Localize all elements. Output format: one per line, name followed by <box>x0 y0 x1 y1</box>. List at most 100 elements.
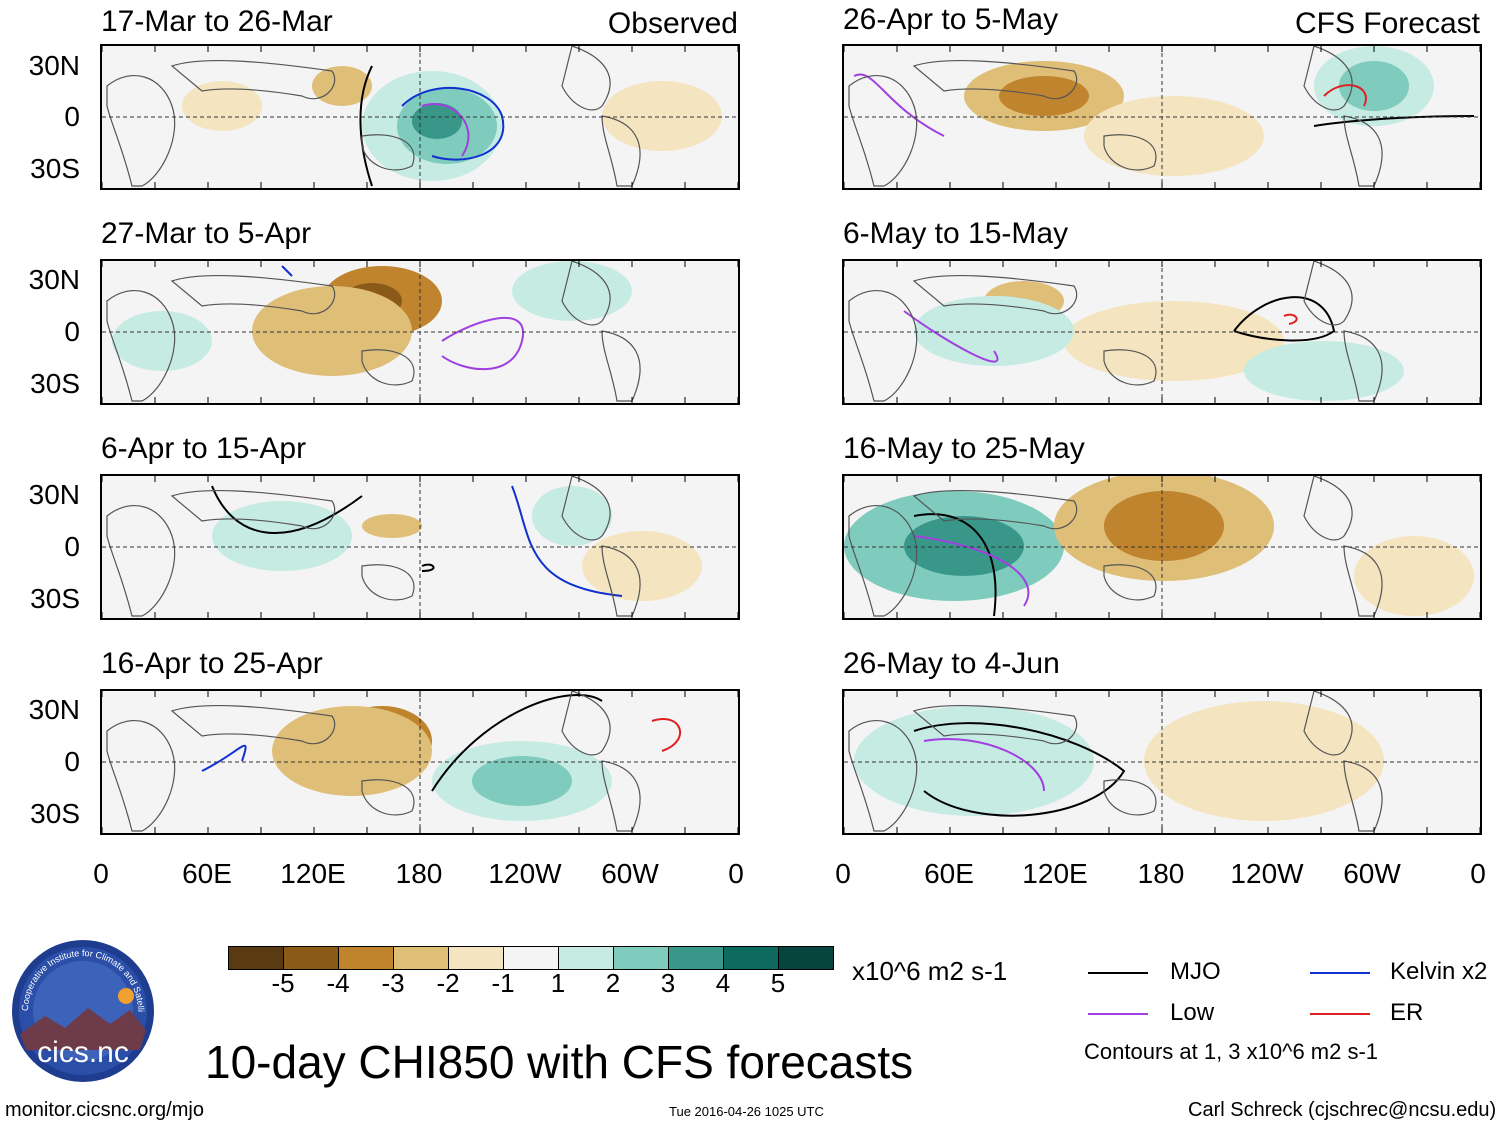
coastline <box>561 691 611 756</box>
wave-contour <box>913 513 997 617</box>
cics-logo: Cooperative Institute for Climate and Sa… <box>10 938 154 1082</box>
cfs-forecast-label: CFS Forecast <box>1294 7 1480 40</box>
anomaly-shading <box>1104 491 1224 561</box>
colorbar-segment <box>228 946 284 970</box>
colorbar-label: -3 <box>381 968 405 998</box>
colorbar-segment <box>448 946 504 970</box>
footer-url: monitor.cicsnc.org/mjo <box>5 1099 204 1121</box>
anomaly-shading <box>532 486 612 546</box>
colorbar-label: -2 <box>436 968 460 998</box>
anomaly-shading <box>272 706 432 796</box>
coastline <box>361 134 415 171</box>
coastline <box>1303 691 1353 756</box>
y-tick-0: 0 <box>64 531 80 562</box>
panel-title-4: 16-Apr to 25-Apr <box>101 647 323 680</box>
map-svg <box>102 46 738 188</box>
colorbar-units: x10^6 m2 s-1 <box>852 956 1008 986</box>
low-legend-label: Low <box>1170 999 1215 1026</box>
colorbar-label: 4 <box>715 968 731 998</box>
x-tick: 0 <box>835 858 851 889</box>
wave-contour <box>1313 115 1475 127</box>
main-title: 10-day CHI850 with CFS forecasts <box>205 1036 914 1088</box>
y-tick-30n: 30N <box>28 479 80 510</box>
footer-timestamp: Tue 2016-04-26 1025 UTC <box>669 1104 824 1119</box>
mjo-legend-label: MJO <box>1170 958 1221 985</box>
y-tick-30n: 30N <box>28 50 80 81</box>
x-tick: 180 <box>1137 858 1185 889</box>
wave-contour <box>913 535 1030 607</box>
map-panel-3 <box>100 474 740 620</box>
wave-contour <box>853 73 945 137</box>
coastline <box>170 704 336 745</box>
anomaly-shading <box>512 261 632 321</box>
wave-contour <box>401 86 505 161</box>
anomaly-shading <box>1354 536 1474 616</box>
wave-contour <box>511 485 623 597</box>
colorbar-label: -1 <box>491 968 515 998</box>
y-tick-30n: 30N <box>28 694 80 725</box>
wave-contour <box>903 310 999 363</box>
coastline <box>1303 476 1353 541</box>
anomaly-shading <box>602 81 722 151</box>
coastline <box>848 505 918 617</box>
panel-title-2: 27-Mar to 5-Apr <box>101 217 312 250</box>
y-tick-30s: 30S <box>30 798 80 829</box>
anomaly-shading <box>1064 301 1284 381</box>
x-tick: 120W <box>488 858 562 889</box>
er-legend-line <box>1310 1013 1370 1015</box>
x-tick: 0 <box>1470 858 1486 889</box>
panel-title-8: 26-May to 4-Jun <box>843 647 1060 680</box>
x-tick: 120E <box>1022 858 1088 889</box>
map-svg <box>844 261 1480 403</box>
anomaly-shading <box>252 286 412 376</box>
map-panel-5 <box>842 44 1482 190</box>
anomaly-shading <box>914 296 1074 366</box>
coastline <box>561 476 611 541</box>
anomaly-shading <box>112 311 212 371</box>
anomaly-shading <box>362 514 422 538</box>
y-tick-0: 0 <box>64 101 80 132</box>
coastline <box>561 261 611 326</box>
anomaly-shading <box>412 103 462 139</box>
coastline <box>361 779 415 816</box>
wave-contour <box>441 316 525 371</box>
colorbar-segment <box>668 946 724 970</box>
coastline <box>106 720 176 832</box>
map-svg <box>844 691 1480 833</box>
colorbar-segment <box>723 946 779 970</box>
x-tick: 0 <box>728 858 744 889</box>
y-tick-0: 0 <box>64 316 80 347</box>
colorbar-segment <box>503 946 559 970</box>
map-panel-2 <box>100 259 740 405</box>
anomaly-shading <box>312 66 372 106</box>
coastline <box>170 489 336 530</box>
x-tick: 60W <box>1343 858 1401 889</box>
map-svg <box>102 691 738 833</box>
wave-contour <box>913 722 1126 817</box>
wave-contour <box>1233 296 1336 342</box>
coastline <box>170 274 336 315</box>
colorbar-segment <box>613 946 669 970</box>
colorbar-label: 5 <box>770 968 786 998</box>
kelvin-legend-line <box>1310 972 1370 974</box>
colorbar-label: 2 <box>605 968 621 998</box>
anomaly-shading <box>182 81 262 131</box>
coastline <box>1103 134 1157 171</box>
colorbar-label: -5 <box>271 968 295 998</box>
wave-contour <box>1283 313 1298 325</box>
anomaly-shading <box>1339 61 1409 111</box>
panel-title-1: 17-Mar to 26-Mar <box>101 5 333 38</box>
anomaly-shading <box>1244 341 1404 401</box>
x-tick: 60W <box>601 858 659 889</box>
er-legend-label: ER <box>1390 999 1424 1026</box>
wave-contour <box>421 563 435 572</box>
coastline <box>561 46 611 111</box>
wave-contour <box>923 738 1045 792</box>
colorbar-label: -4 <box>326 968 350 998</box>
map-panel-8 <box>842 689 1482 835</box>
coastline <box>912 704 1078 745</box>
low-legend-line <box>1088 1013 1148 1015</box>
coastline <box>106 290 176 402</box>
map-panel-4 <box>100 689 740 835</box>
colorbar-segment <box>558 946 614 970</box>
